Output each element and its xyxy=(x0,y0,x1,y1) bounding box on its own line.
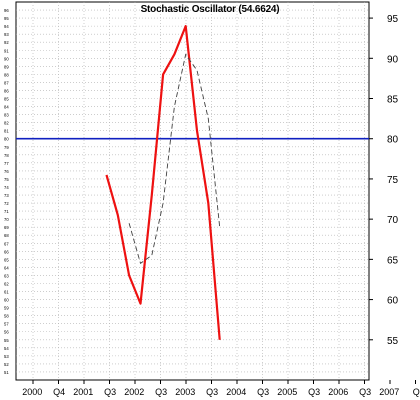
y-tick-label-left: 75 xyxy=(4,177,9,182)
y-tick-label-left: 52 xyxy=(4,362,9,367)
y-tick-label-left: 92 xyxy=(4,40,9,45)
y-tick-label-left: 95 xyxy=(4,16,9,21)
y-tick-label-right: 60 xyxy=(387,296,399,307)
x-tick-label: 2006 xyxy=(328,387,348,397)
y-tick-label-left: 62 xyxy=(4,281,9,286)
y-tick-label-left: 53 xyxy=(4,354,9,359)
y-tick-label-left: 83 xyxy=(4,113,9,118)
y-tick-label-right: 85 xyxy=(387,95,399,106)
x-tick-label: Q3 xyxy=(257,387,269,397)
y-tick-label-left: 78 xyxy=(4,153,9,158)
x-tick-label: Q3 xyxy=(155,387,167,397)
y-tick-label-left: 57 xyxy=(4,322,9,327)
y-tick-label-right: 70 xyxy=(387,215,399,226)
x-tick-label: 2001 xyxy=(73,387,93,397)
y-tick-label-left: 71 xyxy=(4,209,9,214)
y-tick-label-right: 65 xyxy=(387,255,399,266)
series-line-dashed xyxy=(128,53,221,264)
x-tick-label: 2000 xyxy=(22,387,42,397)
y-tick-label-right: 75 xyxy=(387,175,399,186)
x-tick-label: Q3 xyxy=(359,387,371,397)
y-tick-label-left: 91 xyxy=(4,48,9,53)
y-tick-label-left: 51 xyxy=(4,370,9,375)
y-tick-label-right: 55 xyxy=(387,336,399,347)
y-tick-label-left: 72 xyxy=(4,201,9,206)
plot-frame xyxy=(15,1,370,381)
x-tick-label: Q xyxy=(413,387,420,397)
y-tick-label-left: 85 xyxy=(4,97,9,102)
x-tick-label: Q3 xyxy=(104,387,116,397)
y-tick-label-left: 82 xyxy=(4,121,9,126)
y-tick-label-right: 80 xyxy=(387,135,399,146)
y-tick-label-left: 87 xyxy=(4,80,9,85)
y-tick-label-left: 80 xyxy=(4,137,9,142)
y-tick-label-left: 54 xyxy=(4,346,9,351)
y-tick-label-left: 84 xyxy=(4,105,9,110)
y-tick-label-left: 56 xyxy=(4,330,9,335)
x-tick-label: Q3 xyxy=(206,387,218,397)
chart-title: Stochastic Oscillator (54.6624) xyxy=(140,4,280,15)
x-tick-label: 2004 xyxy=(226,387,246,397)
y-tick-label-left: 79 xyxy=(4,145,9,150)
y-tick-label-left: 70 xyxy=(4,217,9,222)
x-tick-label: Q3 xyxy=(308,387,320,397)
y-tick-label-left: 59 xyxy=(4,306,9,311)
y-tick-label-left: 94 xyxy=(4,24,9,29)
y-tick-label-left: 96 xyxy=(4,8,9,13)
y-tick-label-left: 86 xyxy=(4,88,9,93)
y-tick-label-left: 66 xyxy=(4,249,9,254)
y-tick-label-left: 81 xyxy=(4,129,9,134)
x-tick-label: 2005 xyxy=(277,387,297,397)
y-tick-label-left: 61 xyxy=(4,290,9,295)
x-tick-label: 2007 xyxy=(379,387,399,397)
y-tick-label-left: 67 xyxy=(4,241,9,246)
y-tick-label-right: 95 xyxy=(387,14,399,25)
x-tick-label: 2002 xyxy=(124,387,144,397)
y-tick-label-left: 77 xyxy=(4,161,9,166)
y-tick-label-left: 68 xyxy=(4,233,9,238)
y-tick-label-left: 55 xyxy=(4,338,9,343)
y-tick-label-left: 64 xyxy=(4,265,9,270)
y-tick-label-left: 63 xyxy=(4,273,9,278)
x-tick-label: Q4 xyxy=(53,387,65,397)
y-tick-label-left: 58 xyxy=(4,314,9,319)
y-tick-label-right: 90 xyxy=(387,54,399,65)
y-tick-label-left: 88 xyxy=(4,72,9,77)
y-tick-label-left: 73 xyxy=(4,193,9,198)
y-tick-label-left: 60 xyxy=(4,298,9,303)
y-tick-label-left: 90 xyxy=(4,56,9,61)
y-tick-label-left: 74 xyxy=(4,185,9,190)
y-tick-label-left: 93 xyxy=(4,32,9,37)
y-tick-label-left: 89 xyxy=(4,64,9,69)
y-tick-label-left: 65 xyxy=(4,257,9,262)
y-tick-label-left: 69 xyxy=(4,225,9,230)
y-tick-label-left: 76 xyxy=(4,169,9,174)
x-tick-label: 2003 xyxy=(175,387,195,397)
